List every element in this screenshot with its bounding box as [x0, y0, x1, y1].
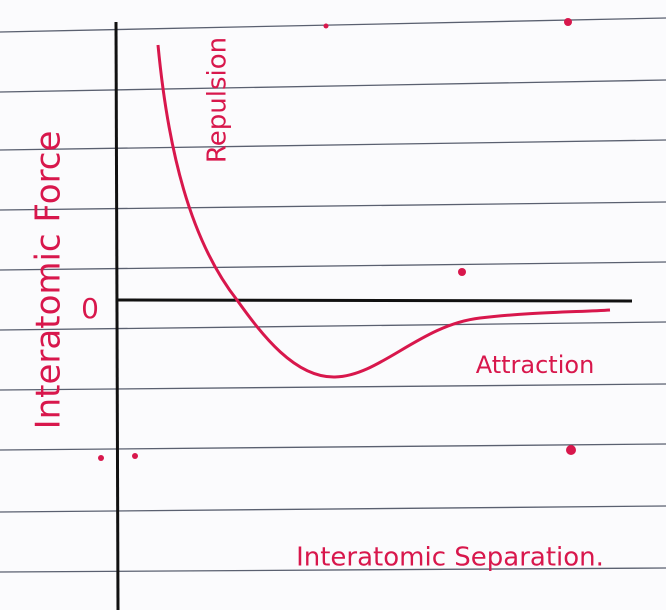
origin-label: 0: [81, 292, 99, 325]
ink-dot: [132, 453, 138, 459]
ink-dot: [324, 24, 329, 29]
y-axis-label: Interatomic Force: [29, 131, 69, 430]
ink-dot: [564, 18, 572, 26]
page: {"axes": {"y_label": "Interatomic Force"…: [0, 0, 666, 610]
y-axis: [116, 22, 118, 610]
attraction-label: Attraction: [476, 351, 595, 379]
paper: [0, 0, 666, 610]
sketch: Interatomic Force Repulsion 0 Attraction…: [0, 0, 666, 610]
ink-dot: [98, 455, 104, 461]
x-axis: [116, 300, 632, 301]
ink-dot: [458, 268, 466, 276]
ink-dot: [566, 445, 576, 455]
x-axis-label: Interatomic Separation.: [296, 543, 604, 573]
repulsion-label: Repulsion: [203, 37, 233, 163]
